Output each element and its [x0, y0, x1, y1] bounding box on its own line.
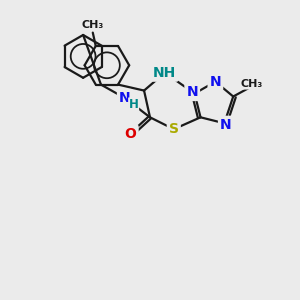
- Text: N: N: [119, 91, 130, 105]
- Text: NH: NH: [153, 66, 176, 80]
- Text: N: N: [220, 118, 232, 132]
- Text: H: H: [129, 98, 139, 111]
- Text: CH₃: CH₃: [82, 20, 104, 30]
- Text: S: S: [169, 122, 179, 136]
- Text: N: N: [210, 75, 221, 88]
- Text: O: O: [125, 127, 136, 141]
- Text: N: N: [186, 85, 198, 99]
- Text: CH₃: CH₃: [241, 79, 263, 89]
